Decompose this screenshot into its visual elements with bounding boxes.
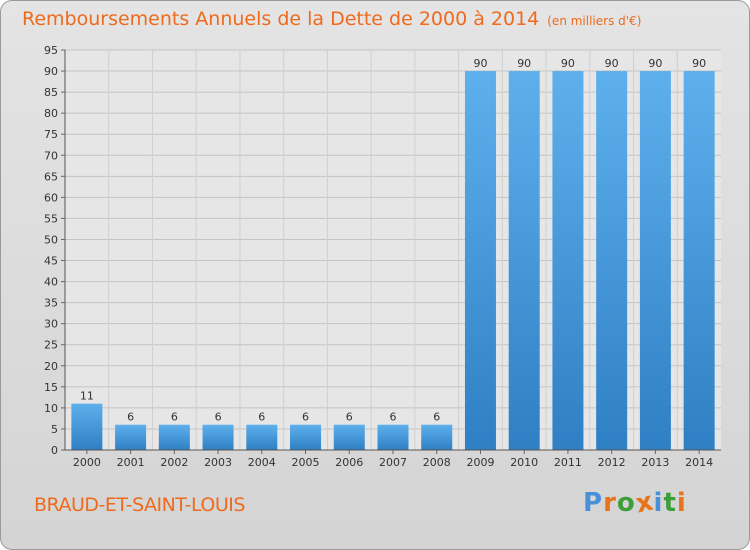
x-tick-label: 2014 xyxy=(685,456,713,469)
bar-value-label: 6 xyxy=(346,411,353,424)
x-tick-label: 2013 xyxy=(641,456,669,469)
y-tick-label: 60 xyxy=(44,191,58,204)
bar-2012 xyxy=(596,71,628,450)
y-tick-label: 20 xyxy=(44,360,58,373)
y-tick-label: 30 xyxy=(44,318,58,331)
y-tick-label: 35 xyxy=(44,297,58,310)
logo-letter: o xyxy=(616,488,636,518)
x-tick-label: 2003 xyxy=(204,456,232,469)
y-tick-label: 40 xyxy=(44,276,58,289)
bar-value-label: 6 xyxy=(302,411,309,424)
x-tick-label: 2000 xyxy=(73,456,101,469)
bar-2008 xyxy=(421,424,453,450)
bar-value-label: 6 xyxy=(171,411,178,424)
bar-2003 xyxy=(202,424,234,450)
bar-2011 xyxy=(552,71,584,450)
chart-subtitle: (en milliers d'€) xyxy=(547,14,642,28)
x-tick-label: 2006 xyxy=(335,456,363,469)
x-tick-label: 2005 xyxy=(292,456,320,469)
bar-2000 xyxy=(71,403,103,450)
commune-name: BRAUD-ET-SAINT-LOUIS xyxy=(34,494,245,516)
bar-value-label: 90 xyxy=(473,57,487,70)
y-tick-label: 85 xyxy=(44,86,58,99)
bar-2001 xyxy=(115,424,147,450)
bar-2014 xyxy=(683,71,715,450)
logo-letter: r xyxy=(603,488,617,518)
y-tick-label: 95 xyxy=(44,44,58,57)
chart-title-text: Remboursements Annuels de la Dette de 20… xyxy=(22,8,540,30)
x-tick-label: 2008 xyxy=(423,456,451,469)
proxiti-logo: Proxiti xyxy=(583,486,687,519)
x-tick-label: 2007 xyxy=(379,456,407,469)
bar-2006 xyxy=(333,424,365,450)
x-tick-label: 2009 xyxy=(466,456,494,469)
logo-letter: P xyxy=(583,488,604,518)
x-tick-label: 2001 xyxy=(117,456,145,469)
bar-value-label: 6 xyxy=(215,411,222,424)
y-tick-label: 70 xyxy=(44,149,58,162)
y-tick-label: 55 xyxy=(44,212,58,225)
bar-2010 xyxy=(508,71,540,450)
x-tick-label: 2004 xyxy=(248,456,276,469)
y-tick-label: 75 xyxy=(44,128,58,141)
x-tick-label: 2011 xyxy=(554,456,582,469)
bar-value-label: 6 xyxy=(127,411,134,424)
x-tick-label: 2002 xyxy=(160,456,188,469)
y-tick-label: 5 xyxy=(51,423,58,436)
bar-value-label: 90 xyxy=(561,57,575,70)
bar-2007 xyxy=(377,424,409,450)
bar-2009 xyxy=(464,71,496,450)
logo-letter: i xyxy=(676,488,687,518)
y-tick-label: 65 xyxy=(44,170,58,183)
y-tick-label: 50 xyxy=(44,233,58,246)
bar-2004 xyxy=(246,424,278,450)
bar-2013 xyxy=(639,71,671,450)
x-tick-label: 2010 xyxy=(510,456,538,469)
bar-value-label: 90 xyxy=(605,57,619,70)
logo-letter: i xyxy=(653,488,664,518)
y-tick-label: 0 xyxy=(51,444,58,457)
logo-letter: t xyxy=(663,488,677,518)
bar-value-label: 90 xyxy=(517,57,531,70)
y-tick-label: 80 xyxy=(44,107,58,120)
y-tick-label: 10 xyxy=(44,402,58,415)
bar-value-label: 6 xyxy=(390,411,397,424)
bar-value-label: 11 xyxy=(80,390,94,403)
chart-title: Remboursements Annuels de la Dette de 20… xyxy=(22,8,641,30)
bar-2005 xyxy=(290,424,322,450)
bar-value-label: 6 xyxy=(258,411,265,424)
bar-2002 xyxy=(158,424,190,450)
bar-value-label: 90 xyxy=(692,57,706,70)
y-tick-label: 25 xyxy=(44,339,58,352)
bar-value-label: 90 xyxy=(648,57,662,70)
y-tick-label: 45 xyxy=(44,255,58,268)
y-tick-label: 15 xyxy=(44,381,58,394)
bar-value-label: 6 xyxy=(433,411,440,424)
x-tick-label: 2012 xyxy=(598,456,626,469)
y-tick-label: 90 xyxy=(44,65,58,78)
